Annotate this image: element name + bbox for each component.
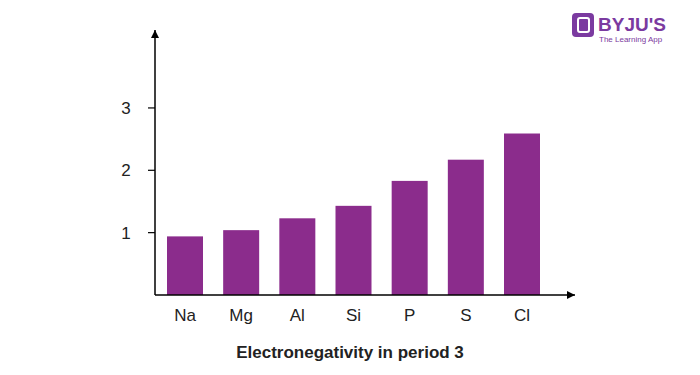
x-tick-label: Cl (514, 306, 530, 325)
bar (448, 160, 484, 295)
chart-svg: 1 2 3 Na Mg Al Si P S Cl Electronegativity in peri… (0, 0, 700, 375)
bar (279, 218, 315, 295)
x-tick-label: Al (290, 306, 305, 325)
bar (504, 134, 540, 295)
y-tick-label: 2 (121, 161, 130, 180)
chart-title: Electronegativity in period 3 (236, 343, 464, 362)
x-tick-label: Na (174, 306, 196, 325)
x-tick-label: Mg (229, 306, 253, 325)
y-axis-arrow (151, 30, 159, 38)
x-tick-label: Si (346, 306, 361, 325)
bar (336, 206, 372, 295)
x-tick-label: P (404, 306, 415, 325)
x-tick-label: S (460, 306, 471, 325)
logo-icon (572, 13, 594, 37)
bar (167, 236, 203, 295)
y-tick (148, 107, 155, 108)
chart-container: 1 2 3 Na Mg Al Si P S Cl Electronegativity in peri… (0, 0, 700, 375)
y-tick (148, 170, 155, 171)
logo-text: BYJU'S (598, 14, 666, 35)
x-axis-arrow (567, 291, 575, 299)
y-tick (148, 232, 155, 233)
bars (167, 134, 540, 295)
x-axis (155, 294, 575, 296)
logo-icon-mark (578, 18, 589, 32)
logo-subtext: The Learning App (599, 35, 663, 44)
bar (223, 230, 259, 295)
bar (392, 181, 428, 295)
y-tick-label: 1 (121, 224, 130, 243)
y-tick-label: 3 (121, 99, 130, 118)
y-axis (154, 30, 156, 295)
